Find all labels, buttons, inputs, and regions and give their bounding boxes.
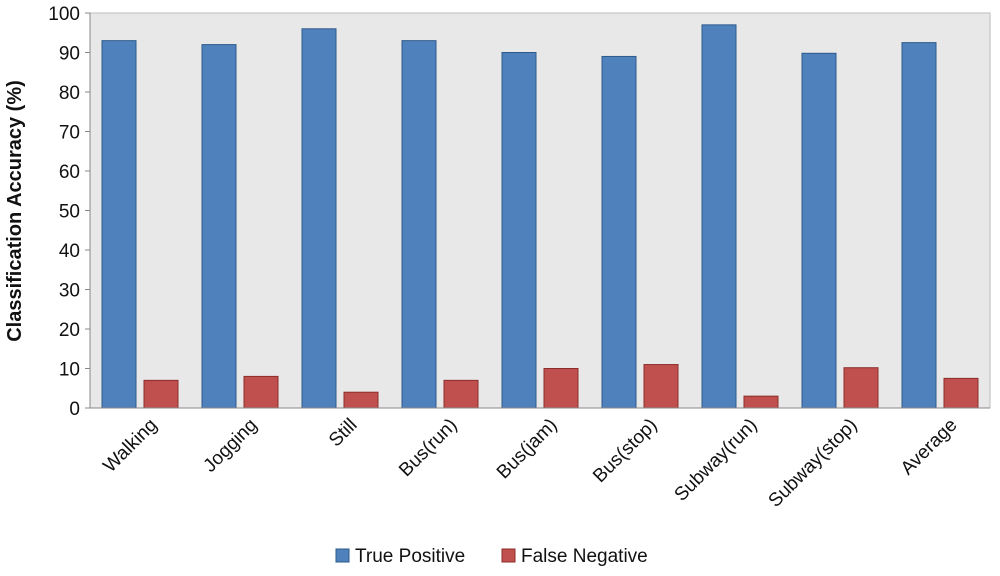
bar-false-negative-bus-stop- bbox=[643, 364, 679, 409]
bar-true-positive-bus-stop- bbox=[601, 55, 637, 409]
y-tick-label: 20 bbox=[59, 320, 80, 341]
y-tick-label: 70 bbox=[59, 123, 80, 144]
x-category-label: Subway(run) bbox=[671, 415, 762, 506]
x-category-label: Still bbox=[325, 415, 362, 452]
bar-false-negative-walking bbox=[143, 379, 179, 409]
bar-false-negative-bus-jam- bbox=[543, 368, 579, 409]
y-tick-label: 60 bbox=[59, 162, 80, 183]
bar-true-positive-still bbox=[301, 28, 337, 409]
y-tick-label: 40 bbox=[59, 241, 80, 262]
y-tick-label: 90 bbox=[59, 44, 80, 65]
x-category-label: Average bbox=[897, 415, 962, 480]
bar-false-negative-bus-run- bbox=[443, 379, 479, 409]
y-tick-label: 30 bbox=[59, 281, 80, 302]
legend-label-false-negative: False Negative bbox=[521, 546, 648, 567]
legend-label-true-positive: True Positive bbox=[355, 546, 465, 567]
bar-false-negative-average bbox=[943, 377, 979, 409]
plot-area bbox=[89, 12, 991, 409]
y-tick-label: 100 bbox=[48, 4, 80, 25]
y-axis-ticks: 0 10 20 30 40 50 60 70 80 90 100 bbox=[48, 4, 90, 420]
x-category-label: Bus(jam) bbox=[493, 415, 562, 484]
bar-true-positive-bus-run- bbox=[401, 40, 437, 409]
legend-swatch-false-negative bbox=[501, 548, 516, 563]
legend: True Positive False Negative bbox=[335, 546, 648, 567]
x-category-label: Bus(run) bbox=[395, 415, 461, 481]
y-tick-label: 50 bbox=[59, 202, 80, 223]
x-category-label: Walking bbox=[99, 415, 161, 477]
legend-swatch-true-positive bbox=[335, 548, 350, 563]
x-axis-labels: Walking Jogging Still Bus(run) Bus(jam) Bus(s… bbox=[99, 415, 961, 512]
bar-true-positive-average bbox=[901, 42, 937, 409]
bar-false-negative-jogging bbox=[243, 375, 279, 409]
bar-true-positive-bus-jam- bbox=[501, 52, 537, 409]
bars-group bbox=[101, 24, 979, 409]
x-category-label: Jogging bbox=[200, 415, 262, 477]
y-tick-label: 10 bbox=[59, 360, 80, 381]
y-tick-label: 80 bbox=[59, 83, 80, 104]
bar-true-positive-jogging bbox=[201, 44, 237, 409]
bar-false-negative-still bbox=[343, 391, 379, 409]
bar-true-positive-walking bbox=[101, 40, 137, 409]
bar-true-positive-subway-run- bbox=[701, 24, 737, 409]
x-category-label: Bus(stop) bbox=[589, 415, 661, 487]
x-category-label: Subway(stop) bbox=[765, 415, 862, 512]
bar-false-negative-subway-stop- bbox=[843, 367, 879, 409]
bar-true-positive-subway-stop- bbox=[801, 52, 837, 409]
y-axis-title: Classification Accuracy (%) bbox=[4, 80, 26, 342]
bar-false-negative-subway-run- bbox=[743, 395, 779, 409]
y-tick-label: 0 bbox=[69, 399, 80, 420]
